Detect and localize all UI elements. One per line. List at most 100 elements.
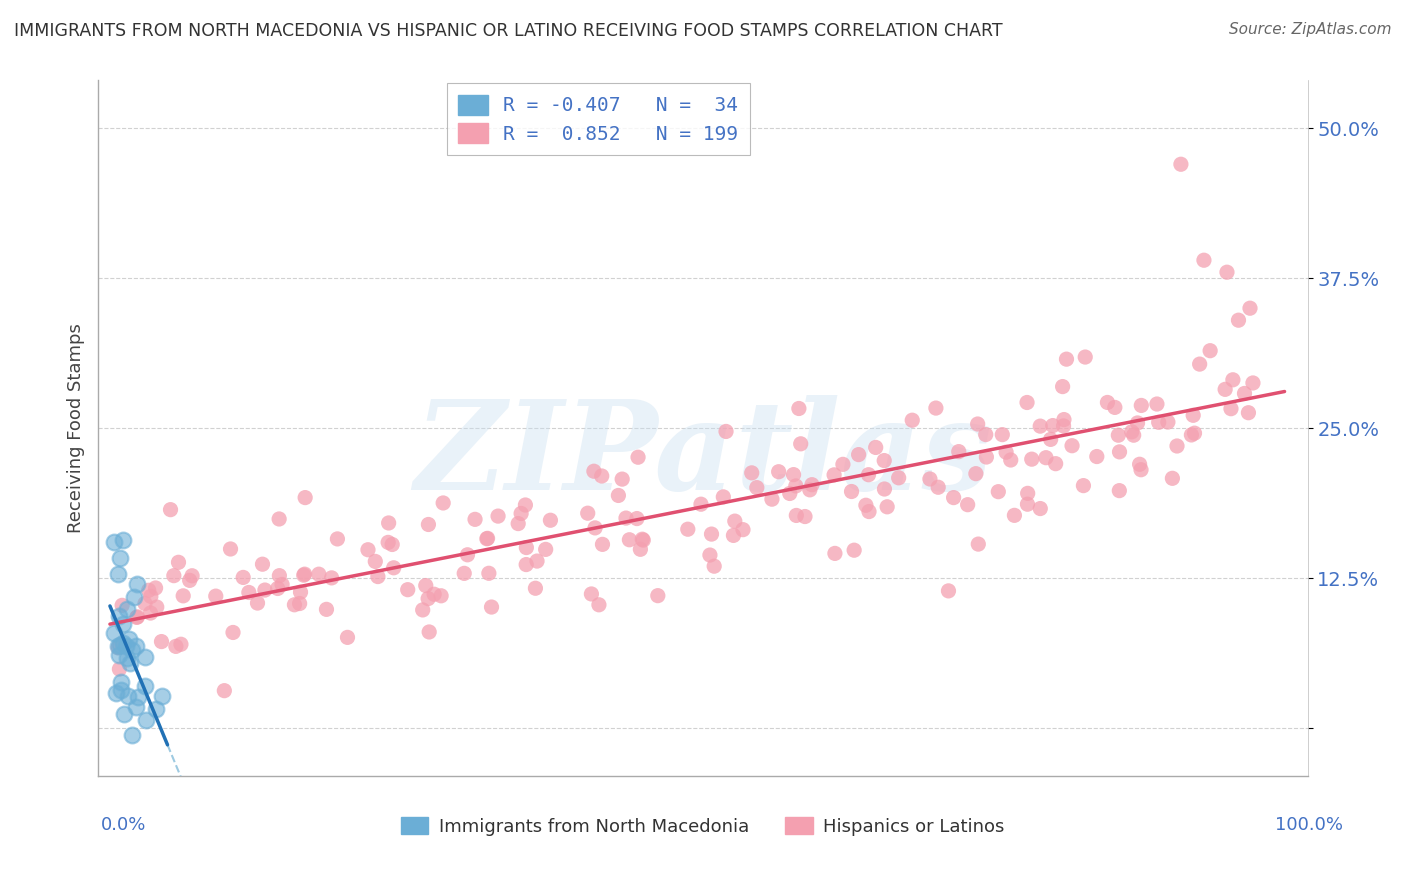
Point [1029, 501, 1052, 516]
Point [134, 649, 156, 664]
Point [111, 636, 134, 650]
Point [232, 570, 254, 584]
Point [1220, 401, 1243, 416]
Point [252, 558, 274, 572]
Point [115, 640, 138, 654]
Point [538, 513, 561, 527]
Point [111, 617, 134, 632]
Point [118, 632, 141, 646]
Point [145, 780, 167, 795]
Point [145, 581, 167, 595]
Text: Source: ZipAtlas.com: Source: ZipAtlas.com [1229, 22, 1392, 37]
Point [112, 706, 135, 721]
Point [1222, 373, 1244, 387]
Point [139, 590, 162, 604]
Point [858, 505, 880, 519]
Point [1107, 428, 1129, 442]
Point [321, 571, 343, 585]
Point [1239, 301, 1261, 316]
Point [1108, 483, 1130, 498]
Point [1184, 426, 1206, 441]
Text: ZIPatlas: ZIPatlas [413, 395, 993, 516]
Point [631, 532, 654, 546]
Point [432, 496, 454, 510]
Point [938, 583, 960, 598]
Point [690, 497, 713, 511]
Point [271, 577, 294, 591]
Point [1126, 416, 1149, 430]
Point [1213, 383, 1236, 397]
Point [619, 533, 641, 547]
Point [269, 512, 291, 526]
Point [1130, 399, 1153, 413]
Point [711, 490, 734, 504]
Point [1161, 471, 1184, 485]
Point [508, 516, 530, 531]
Point [214, 683, 236, 698]
Point [125, 639, 148, 653]
Point [290, 585, 312, 599]
Point [799, 483, 821, 497]
Point [782, 467, 804, 482]
Point [377, 535, 399, 549]
Point [294, 491, 316, 505]
Point [1170, 157, 1192, 171]
Point [974, 427, 997, 442]
Point [107, 567, 129, 582]
Point [382, 561, 405, 575]
Point [967, 537, 990, 551]
Point [127, 610, 149, 624]
Point [486, 509, 509, 524]
Point [415, 578, 437, 592]
Point [582, 464, 605, 478]
Point [901, 413, 924, 427]
Point [357, 542, 380, 557]
Point [1182, 409, 1205, 423]
Point [1074, 350, 1097, 364]
Point [118, 656, 141, 670]
Point [1042, 418, 1064, 433]
Point [117, 651, 139, 665]
Point [1060, 439, 1083, 453]
Point [824, 546, 846, 560]
Point [418, 517, 440, 532]
Point [121, 642, 143, 657]
Point [464, 512, 486, 526]
Point [125, 610, 148, 624]
Point [761, 492, 783, 507]
Point [592, 537, 614, 551]
Point [150, 634, 173, 648]
Point [412, 603, 434, 617]
Point [107, 640, 129, 655]
Point [1056, 352, 1078, 367]
Point [283, 598, 305, 612]
Point [1104, 401, 1126, 415]
Point [703, 559, 725, 574]
Legend: R = -0.407   N =  34, R =  0.852   N = 199: R = -0.407 N = 34, R = 0.852 N = 199 [447, 83, 749, 155]
Point [1017, 497, 1039, 511]
Point [108, 609, 131, 624]
Point [107, 640, 129, 654]
Point [741, 466, 763, 480]
Point [125, 700, 148, 714]
Point [1035, 450, 1057, 465]
Point [364, 554, 387, 568]
Point [117, 689, 139, 703]
Point [865, 441, 887, 455]
Legend: Immigrants from North Macedonia, Hispanics or Latinos: Immigrants from North Macedonia, Hispani… [394, 810, 1012, 843]
Point [858, 467, 880, 482]
Point [1052, 419, 1074, 434]
Point [121, 727, 143, 741]
Point [925, 401, 948, 415]
Point [785, 479, 807, 493]
Point [1146, 397, 1168, 411]
Point [789, 437, 811, 451]
Point [170, 637, 193, 651]
Point [1233, 386, 1256, 401]
Point [714, 425, 737, 439]
Point [1129, 457, 1152, 471]
Point [159, 502, 181, 516]
Point [1053, 412, 1076, 426]
Point [534, 542, 557, 557]
Point [238, 585, 260, 599]
